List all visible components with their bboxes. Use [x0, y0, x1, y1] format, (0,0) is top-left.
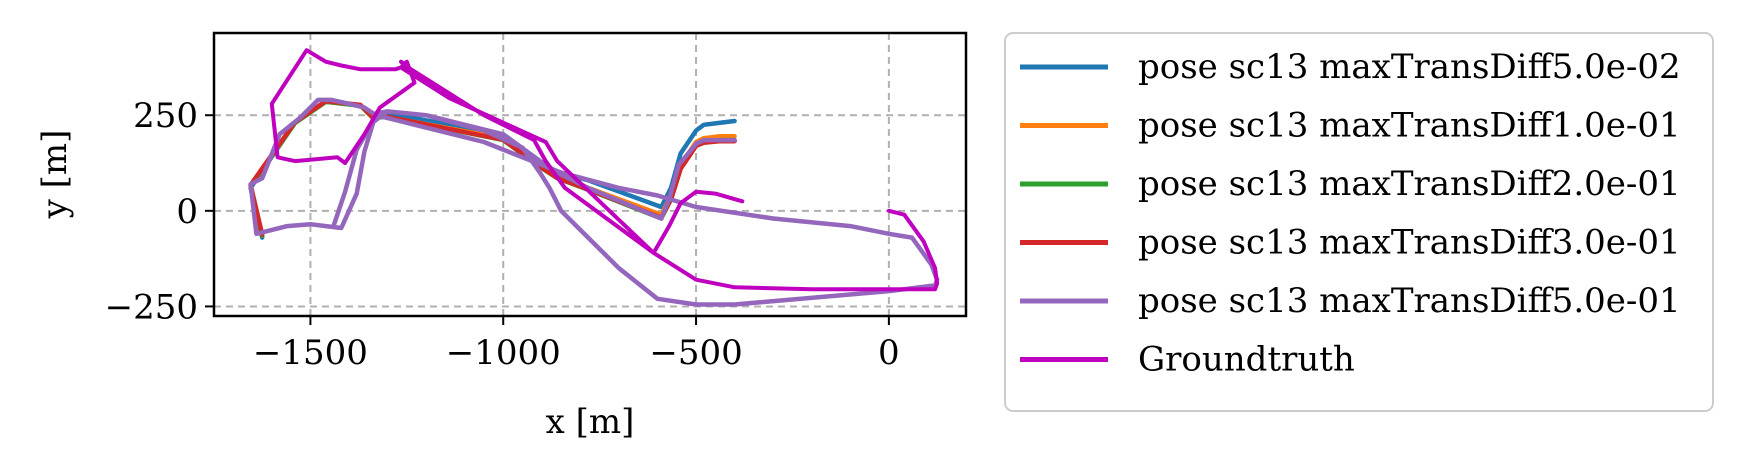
x-tick-label: −500	[649, 333, 742, 373]
y-axis-label: y [m]	[35, 130, 75, 220]
legend: pose sc13 maxTransDiff5.0e-02 pose sc13 m…	[1004, 32, 1714, 412]
x-axis-label: x [m]	[546, 402, 635, 442]
x-tick-label: −1500	[253, 333, 368, 373]
x-tick-label: 0	[878, 333, 900, 373]
plot-frame	[212, 31, 968, 318]
legend-label: Groundtruth	[1138, 340, 1355, 380]
legend-frame	[1004, 32, 1714, 412]
legend-label: pose sc13 maxTransDiff5.0e-01	[1138, 281, 1681, 321]
y-tick-label: −250	[105, 287, 198, 327]
tick-labels: −1500 −1000 −500 0 −250 0 250	[105, 96, 900, 373]
axis-ticks	[205, 114, 890, 325]
y-tick-label: 0	[176, 192, 198, 232]
y-tick-label: 250	[133, 96, 198, 136]
legend-label: pose sc13 maxTransDiff2.0e-01	[1138, 164, 1681, 204]
series-lines	[248, 48, 940, 307]
legend-label: pose sc13 maxTransDiff5.0e-02	[1138, 47, 1681, 87]
series-line-5	[248, 97, 940, 307]
legend-label: pose sc13 maxTransDiff1.0e-01	[1138, 106, 1681, 146]
series-line-6	[269, 48, 940, 292]
legend-label: pose sc13 maxTransDiff3.0e-01	[1138, 223, 1681, 263]
x-tick-label: −1000	[446, 333, 561, 373]
